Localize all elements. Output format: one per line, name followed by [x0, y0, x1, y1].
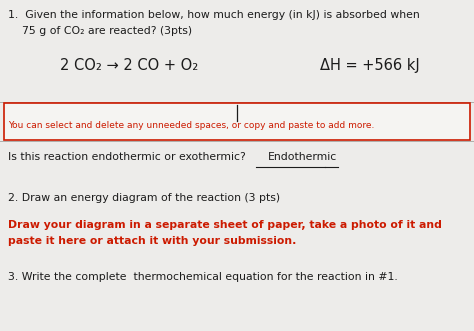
Text: You can select and delete any unneeded spaces, or copy and paste to add more.: You can select and delete any unneeded s…	[8, 121, 374, 130]
Text: 1.  Given the information below, how much energy (in kJ) is absorbed when: 1. Given the information below, how much…	[8, 10, 420, 20]
Text: 75 g of CO₂ are reacted? (3pts): 75 g of CO₂ are reacted? (3pts)	[8, 26, 192, 36]
FancyBboxPatch shape	[4, 103, 470, 140]
Text: 2 CO₂ → 2 CO + O₂: 2 CO₂ → 2 CO + O₂	[60, 58, 198, 73]
Text: Draw your diagram in a separate sheet of paper, take a photo of it and: Draw your diagram in a separate sheet of…	[8, 220, 442, 230]
Text: paste it here or attach it with your submission.: paste it here or attach it with your sub…	[8, 236, 296, 246]
Text: Endothermic: Endothermic	[268, 152, 337, 162]
Text: 2. Draw an energy diagram of the reaction (3 pts): 2. Draw an energy diagram of the reactio…	[8, 193, 280, 203]
Text: ΔH = +566 kJ: ΔH = +566 kJ	[320, 58, 420, 73]
Text: 3. Write the complete  thermochemical equation for the reaction in #1.: 3. Write the complete thermochemical equ…	[8, 272, 398, 282]
Text: Is this reaction endothermic or exothermic?: Is this reaction endothermic or exotherm…	[8, 152, 256, 162]
